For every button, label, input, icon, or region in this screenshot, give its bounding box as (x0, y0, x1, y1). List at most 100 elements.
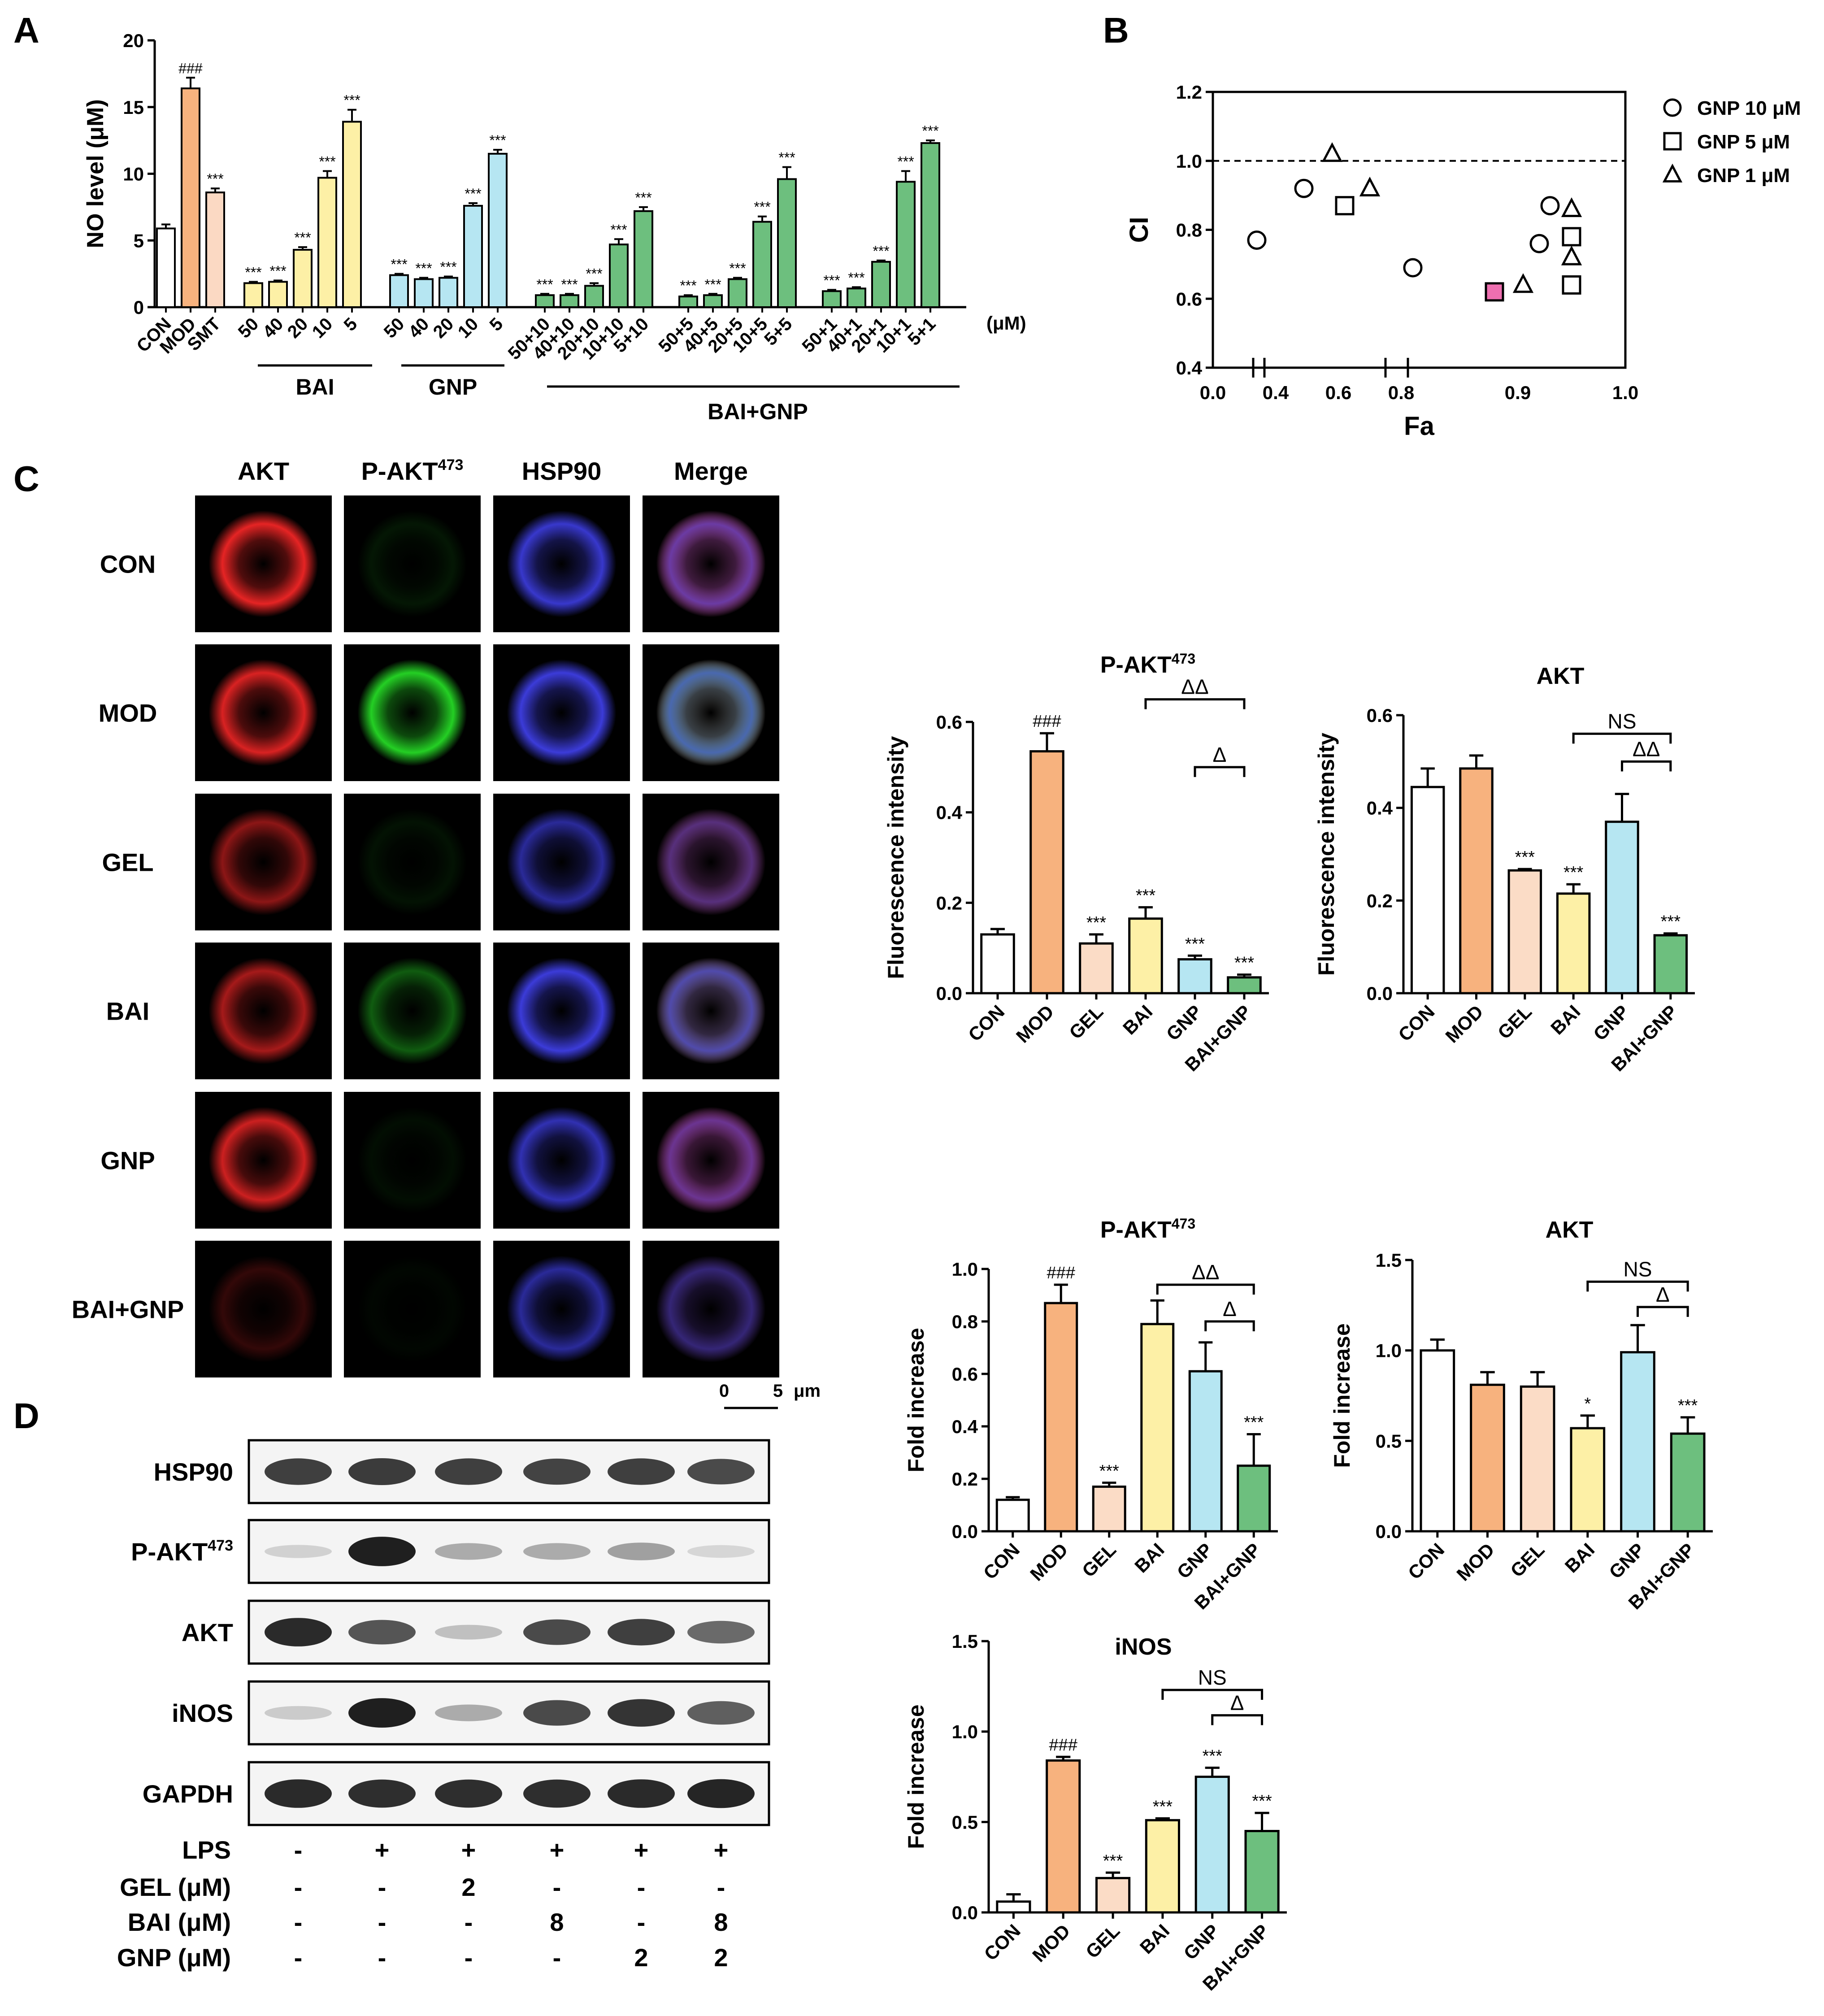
blot-band (687, 1779, 755, 1808)
cell-signal-blue (507, 957, 617, 1064)
blot-band (348, 1698, 416, 1728)
x-tick-label: 0.9 (1505, 382, 1531, 403)
blot-band (687, 1545, 755, 1558)
y-tick-label: 0.5 (952, 1812, 978, 1833)
bar (921, 142, 940, 308)
significance-label: *** (1103, 1851, 1123, 1870)
bar (777, 178, 797, 308)
scatter-point-circle (1529, 234, 1549, 253)
bar-mod (1046, 1759, 1081, 1914)
blot-band (435, 1458, 502, 1485)
scatter-point-circle (1247, 230, 1267, 250)
column-header-sup: 473 (438, 456, 464, 474)
blot-band (608, 1619, 675, 1646)
row-label: CON (100, 550, 156, 578)
significance-label: *** (586, 265, 602, 282)
cell-signal-blue (656, 957, 766, 1064)
y-tick-label: 0.6 (1367, 705, 1393, 726)
bar (896, 181, 916, 308)
bar-gnp (1620, 1351, 1655, 1533)
bar-bai (1140, 1323, 1175, 1533)
y-tick-label: 5 (134, 230, 144, 251)
significance-label: *** (729, 261, 746, 277)
significance-label: *** (1252, 1792, 1272, 1811)
comparison-bracket (1204, 1320, 1255, 1331)
comparison-label: Δ (1223, 1297, 1237, 1321)
comparison-bracket (1161, 1689, 1264, 1700)
cell-signal-blue (507, 1107, 617, 1214)
significance-label: *** (343, 92, 360, 109)
bar (634, 210, 653, 308)
treatment-value: - (637, 1873, 646, 1901)
y-axis-label: NO level (μM) (83, 99, 109, 248)
x-axis-label: Fa (1404, 412, 1434, 441)
cell-signal-red (208, 808, 318, 916)
y-tick-label: 0.6 (1176, 288, 1202, 309)
row-label: MOD (99, 699, 157, 727)
blot-band (608, 1542, 675, 1560)
cell-signal-green (357, 957, 467, 1064)
treatment-label: BAI (μM) (128, 1908, 231, 1936)
row-label: GNP (100, 1147, 155, 1175)
treatment-value: - (378, 1908, 387, 1936)
treatment-label: GNP (μM) (117, 1943, 231, 1972)
significance-label: *** (269, 263, 286, 279)
comparison-bracket (1621, 760, 1672, 772)
y-tick-label: 10 (123, 164, 144, 185)
panel-b-chart: 0.4 0.6 0.8 1.0 1.2 0.0 0.4 0.6 0.8 0.9 1.0 Fa CI GNP… (1125, 82, 1801, 441)
comparison-bracket (1144, 698, 1246, 709)
column-header: Merge (674, 457, 748, 485)
y-tick-label: 0.4 (1367, 798, 1393, 819)
treatment-value: - (553, 1943, 561, 1972)
blot-band (435, 1704, 502, 1721)
comparison-label: Δ (1213, 743, 1227, 766)
x-tick-label: 0.8 (1388, 382, 1414, 403)
bar-gnp (1194, 1776, 1230, 1914)
comparison-bracket (1637, 1306, 1689, 1317)
blot-band (523, 1458, 591, 1485)
significance-label: ### (178, 60, 203, 76)
bar-mod (1470, 1383, 1505, 1533)
blot-band (435, 1625, 502, 1640)
blot-band (265, 1545, 332, 1558)
bar-gel (1507, 869, 1542, 995)
significance-label: *** (207, 171, 223, 187)
cell-signal-green (357, 1256, 467, 1363)
scatter-point-triangle (1561, 245, 1582, 265)
y-tick-label: 0 (134, 297, 144, 318)
significance-label: *** (1515, 848, 1535, 867)
treatment-value: - (465, 1943, 473, 1972)
y-tick-label: 0.6 (936, 712, 962, 733)
cell-signal-blue (507, 510, 617, 617)
significance-label: *** (245, 264, 261, 280)
blot-strip (248, 1680, 770, 1746)
y-tick-label: 1.0 (952, 1259, 978, 1280)
column-header-text: P-AKT (361, 457, 438, 485)
panel-letter-b: B (1103, 10, 1129, 50)
bar (389, 274, 409, 308)
blot-band (608, 1458, 675, 1485)
chart-title: AKT (1537, 663, 1585, 689)
y-tick-label: 0.0 (1367, 983, 1393, 1004)
significance-label: *** (440, 259, 456, 275)
treatment-value: - (294, 1836, 303, 1864)
blot-band (265, 1706, 332, 1720)
blot-band (265, 1779, 332, 1808)
blot-band (348, 1537, 416, 1566)
comparison-label: Δ (1230, 1691, 1244, 1714)
cell-signal-blue (656, 808, 766, 916)
bar-mod (1459, 767, 1494, 995)
bar (703, 294, 723, 308)
treatment-value: + (634, 1836, 649, 1864)
bar (205, 191, 225, 308)
legend-label: GNP 1 μM (1697, 165, 1790, 187)
scatter-point-triangle (1359, 176, 1381, 196)
comparison-label: ΔΔ (1181, 675, 1208, 699)
y-axis-label: Fluorescence intensity (883, 736, 908, 979)
significance-label: *** (680, 278, 696, 294)
group-label: BAI+GNP (708, 399, 808, 424)
significance-label: *** (489, 132, 506, 148)
treatment-value: - (378, 1943, 387, 1972)
blot-band (523, 1779, 591, 1808)
blot-label-text: AKT (182, 1618, 233, 1647)
